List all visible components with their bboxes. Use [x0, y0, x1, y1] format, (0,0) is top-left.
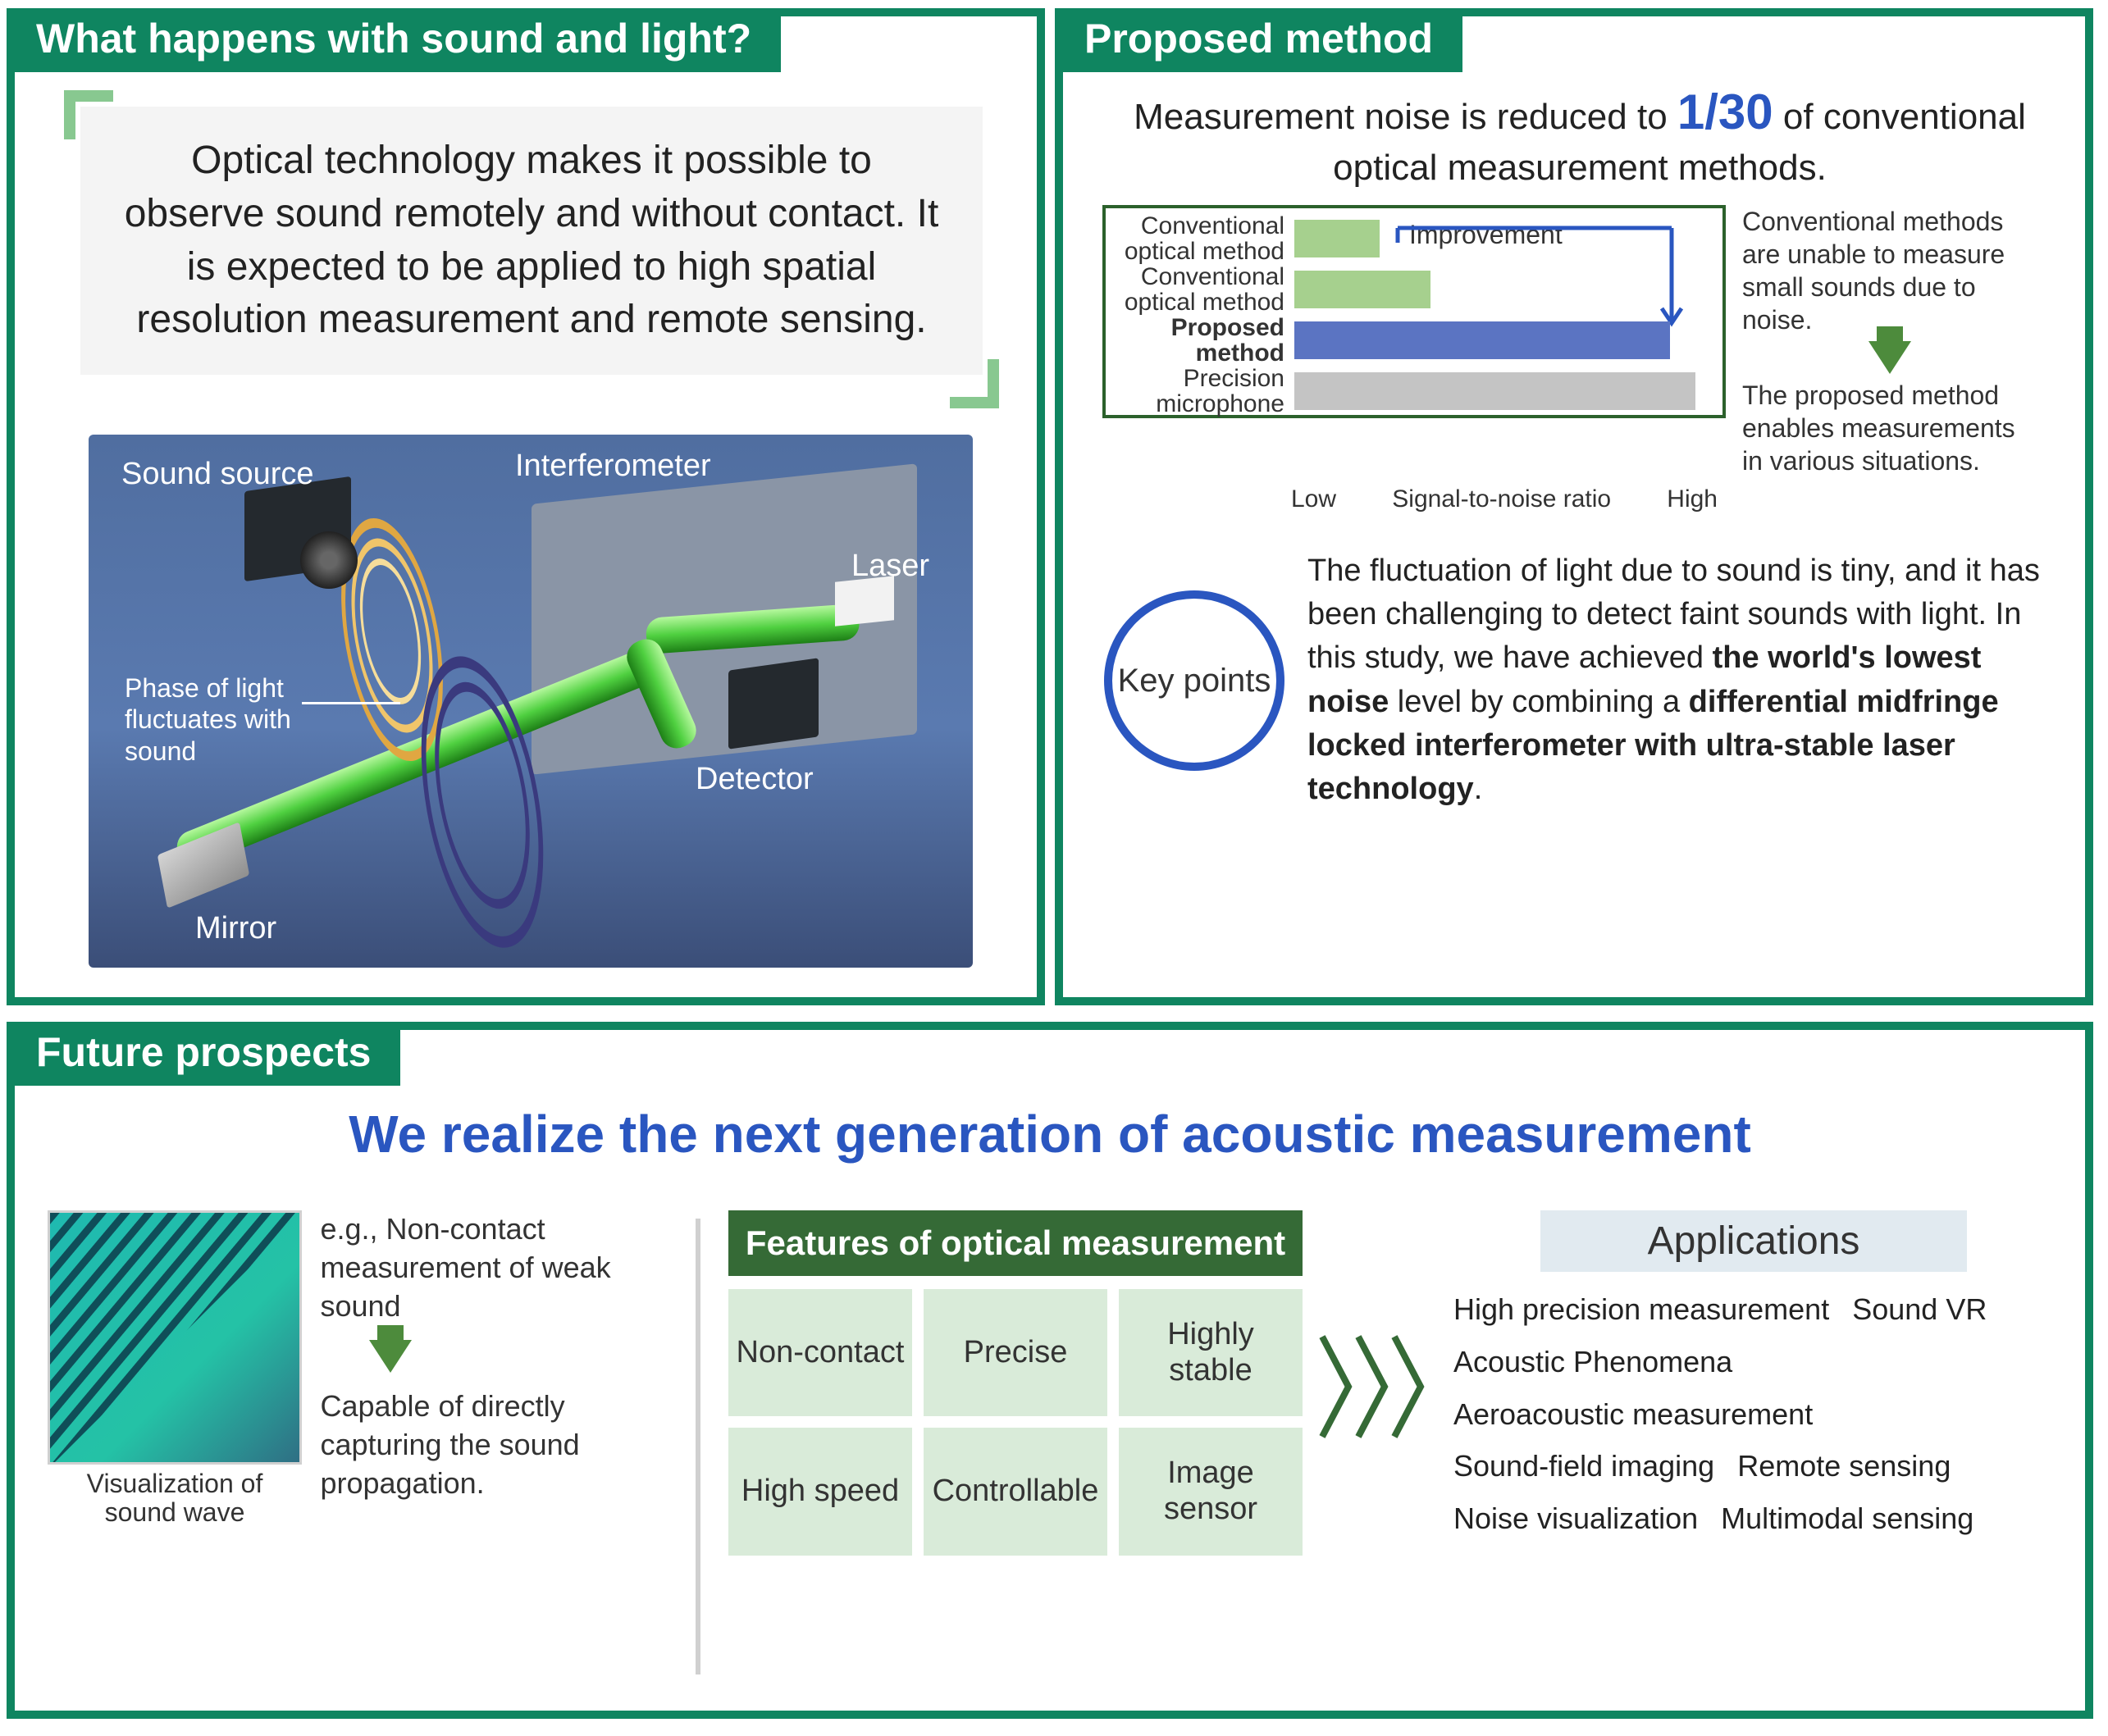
- panel3-title: Future prospects: [7, 1022, 400, 1086]
- application-item: Noise visualization: [1453, 1496, 1698, 1542]
- snr-row: Precision microphone: [1106, 366, 1722, 417]
- kp-t3: .: [1474, 772, 1483, 806]
- interferometer-diagram: Sound source Interferometer Laser Detect…: [89, 435, 973, 968]
- snr-row: Conventional optical method: [1106, 213, 1722, 264]
- sound-wave-visualization: [48, 1210, 302, 1465]
- snr-category-label: Proposed method: [1106, 315, 1294, 367]
- feature-cell: Image sensor: [1119, 1428, 1303, 1555]
- application-item: Multimodal sensing: [1721, 1496, 1973, 1542]
- application-item: Acoustic Phenomena: [1453, 1339, 1732, 1385]
- axis-high: High: [1667, 485, 1718, 513]
- applications-list: High precision measurement Sound VR Acoust…: [1442, 1283, 2065, 1545]
- kp-t2: level by combining a: [1389, 685, 1688, 719]
- key-points-badge: Key points: [1104, 590, 1284, 771]
- noise-claim: Measurement noise is reduced to 1/30 of …: [1112, 80, 2047, 191]
- panel-future-prospects: Future prospects We realize the next gen…: [7, 1022, 2093, 1719]
- application-item: Remote sensing: [1737, 1443, 1951, 1489]
- features-block: Features of optical measurement Non-cont…: [728, 1210, 1303, 1556]
- feature-cell: Highly stable: [1119, 1289, 1303, 1416]
- future-left-text: e.g., Non-contact measurement of weak so…: [320, 1210, 673, 1503]
- feature-cell: Precise: [924, 1289, 1107, 1416]
- features-grid: Non-contactPreciseHighly stable High spee…: [728, 1289, 1303, 1556]
- viz-caption: Visualization of sound wave: [48, 1469, 302, 1527]
- note-proposed: The proposed method enables measurements…: [1742, 379, 2037, 477]
- snr-bar: [1294, 321, 1670, 359]
- snr-comparison: Improvement Conventional optical methodC…: [1102, 205, 2046, 477]
- note-conventional: Conventional methods are unable to measu…: [1742, 205, 2037, 336]
- snr-side-notes: Conventional methods are unable to measu…: [1742, 205, 2037, 477]
- panel-proposed-method: Proposed method Measurement noise is red…: [1055, 8, 2093, 1005]
- label-interferometer: Interferometer: [515, 448, 711, 485]
- snr-category-label: Precision microphone: [1106, 366, 1294, 417]
- claim-number: 1/30: [1677, 84, 1773, 139]
- feature-cell: Controllable: [924, 1428, 1107, 1555]
- application-item: Sound VR: [1852, 1287, 1987, 1333]
- claim-pre: Measurement noise is reduced to: [1134, 97, 1677, 137]
- snr-bar: [1294, 220, 1380, 257]
- applications-title: Applications: [1540, 1210, 1967, 1272]
- panel1-callout: Optical technology makes it possible to …: [80, 107, 983, 375]
- feature-cell: High speed: [728, 1428, 912, 1555]
- snr-row: Conventional optical method: [1106, 264, 1722, 315]
- snr-category-label: Conventional optical method: [1106, 264, 1294, 316]
- features-title: Features of optical measurement: [728, 1210, 1303, 1276]
- label-phase: Phase of light fluctuates with sound: [125, 672, 346, 767]
- chevron-right-icon: [1319, 1333, 1427, 1444]
- feature-cell: Non-contact: [728, 1289, 912, 1416]
- application-item: Sound-field imaging: [1453, 1443, 1714, 1489]
- headline: We realize the next generation of acoust…: [15, 1104, 2085, 1164]
- axis-mid: Signal-to-noise ratio: [1336, 485, 1667, 513]
- snr-x-axis: Low Signal-to-noise ratio High: [1291, 485, 1718, 513]
- future-left-block: Visualization of sound wave e.g., Non-co…: [48, 1210, 679, 1527]
- applications-block: Applications High precision measurement S…: [1442, 1210, 2065, 1545]
- label-laser: Laser: [851, 548, 929, 586]
- snr-bar-chart: Improvement Conventional optical methodC…: [1102, 205, 1726, 418]
- label-detector: Detector: [696, 761, 814, 799]
- eg-text: e.g., Non-contact measurement of weak so…: [320, 1210, 673, 1325]
- application-item: High precision measurement: [1453, 1287, 1829, 1333]
- key-points-text: The fluctuation of light due to sound is…: [1307, 549, 2056, 811]
- panel-what-happens: What happens with sound and light? Optic…: [7, 8, 1045, 1005]
- arrow-down-icon: [1868, 341, 1911, 374]
- panel1-title: What happens with sound and light?: [7, 8, 781, 72]
- application-item: Aeroacoustic measurement: [1453, 1392, 1813, 1438]
- snr-bar: [1294, 271, 1430, 308]
- axis-low: Low: [1291, 485, 1336, 513]
- divider: [696, 1219, 700, 1674]
- key-points-block: Key points The fluctuation of light due …: [1104, 549, 2056, 811]
- snr-bar: [1294, 372, 1695, 410]
- label-mirror: Mirror: [195, 910, 276, 948]
- capable-text: Capable of directly capturing the sound …: [320, 1387, 673, 1502]
- callout-corner-br: [950, 359, 999, 408]
- snr-row: Proposed method: [1106, 315, 1722, 366]
- arrow-down-icon: [369, 1340, 412, 1373]
- label-sound-source: Sound source: [121, 456, 314, 494]
- panel2-title: Proposed method: [1055, 8, 1462, 72]
- snr-category-label: Conventional optical method: [1106, 213, 1294, 265]
